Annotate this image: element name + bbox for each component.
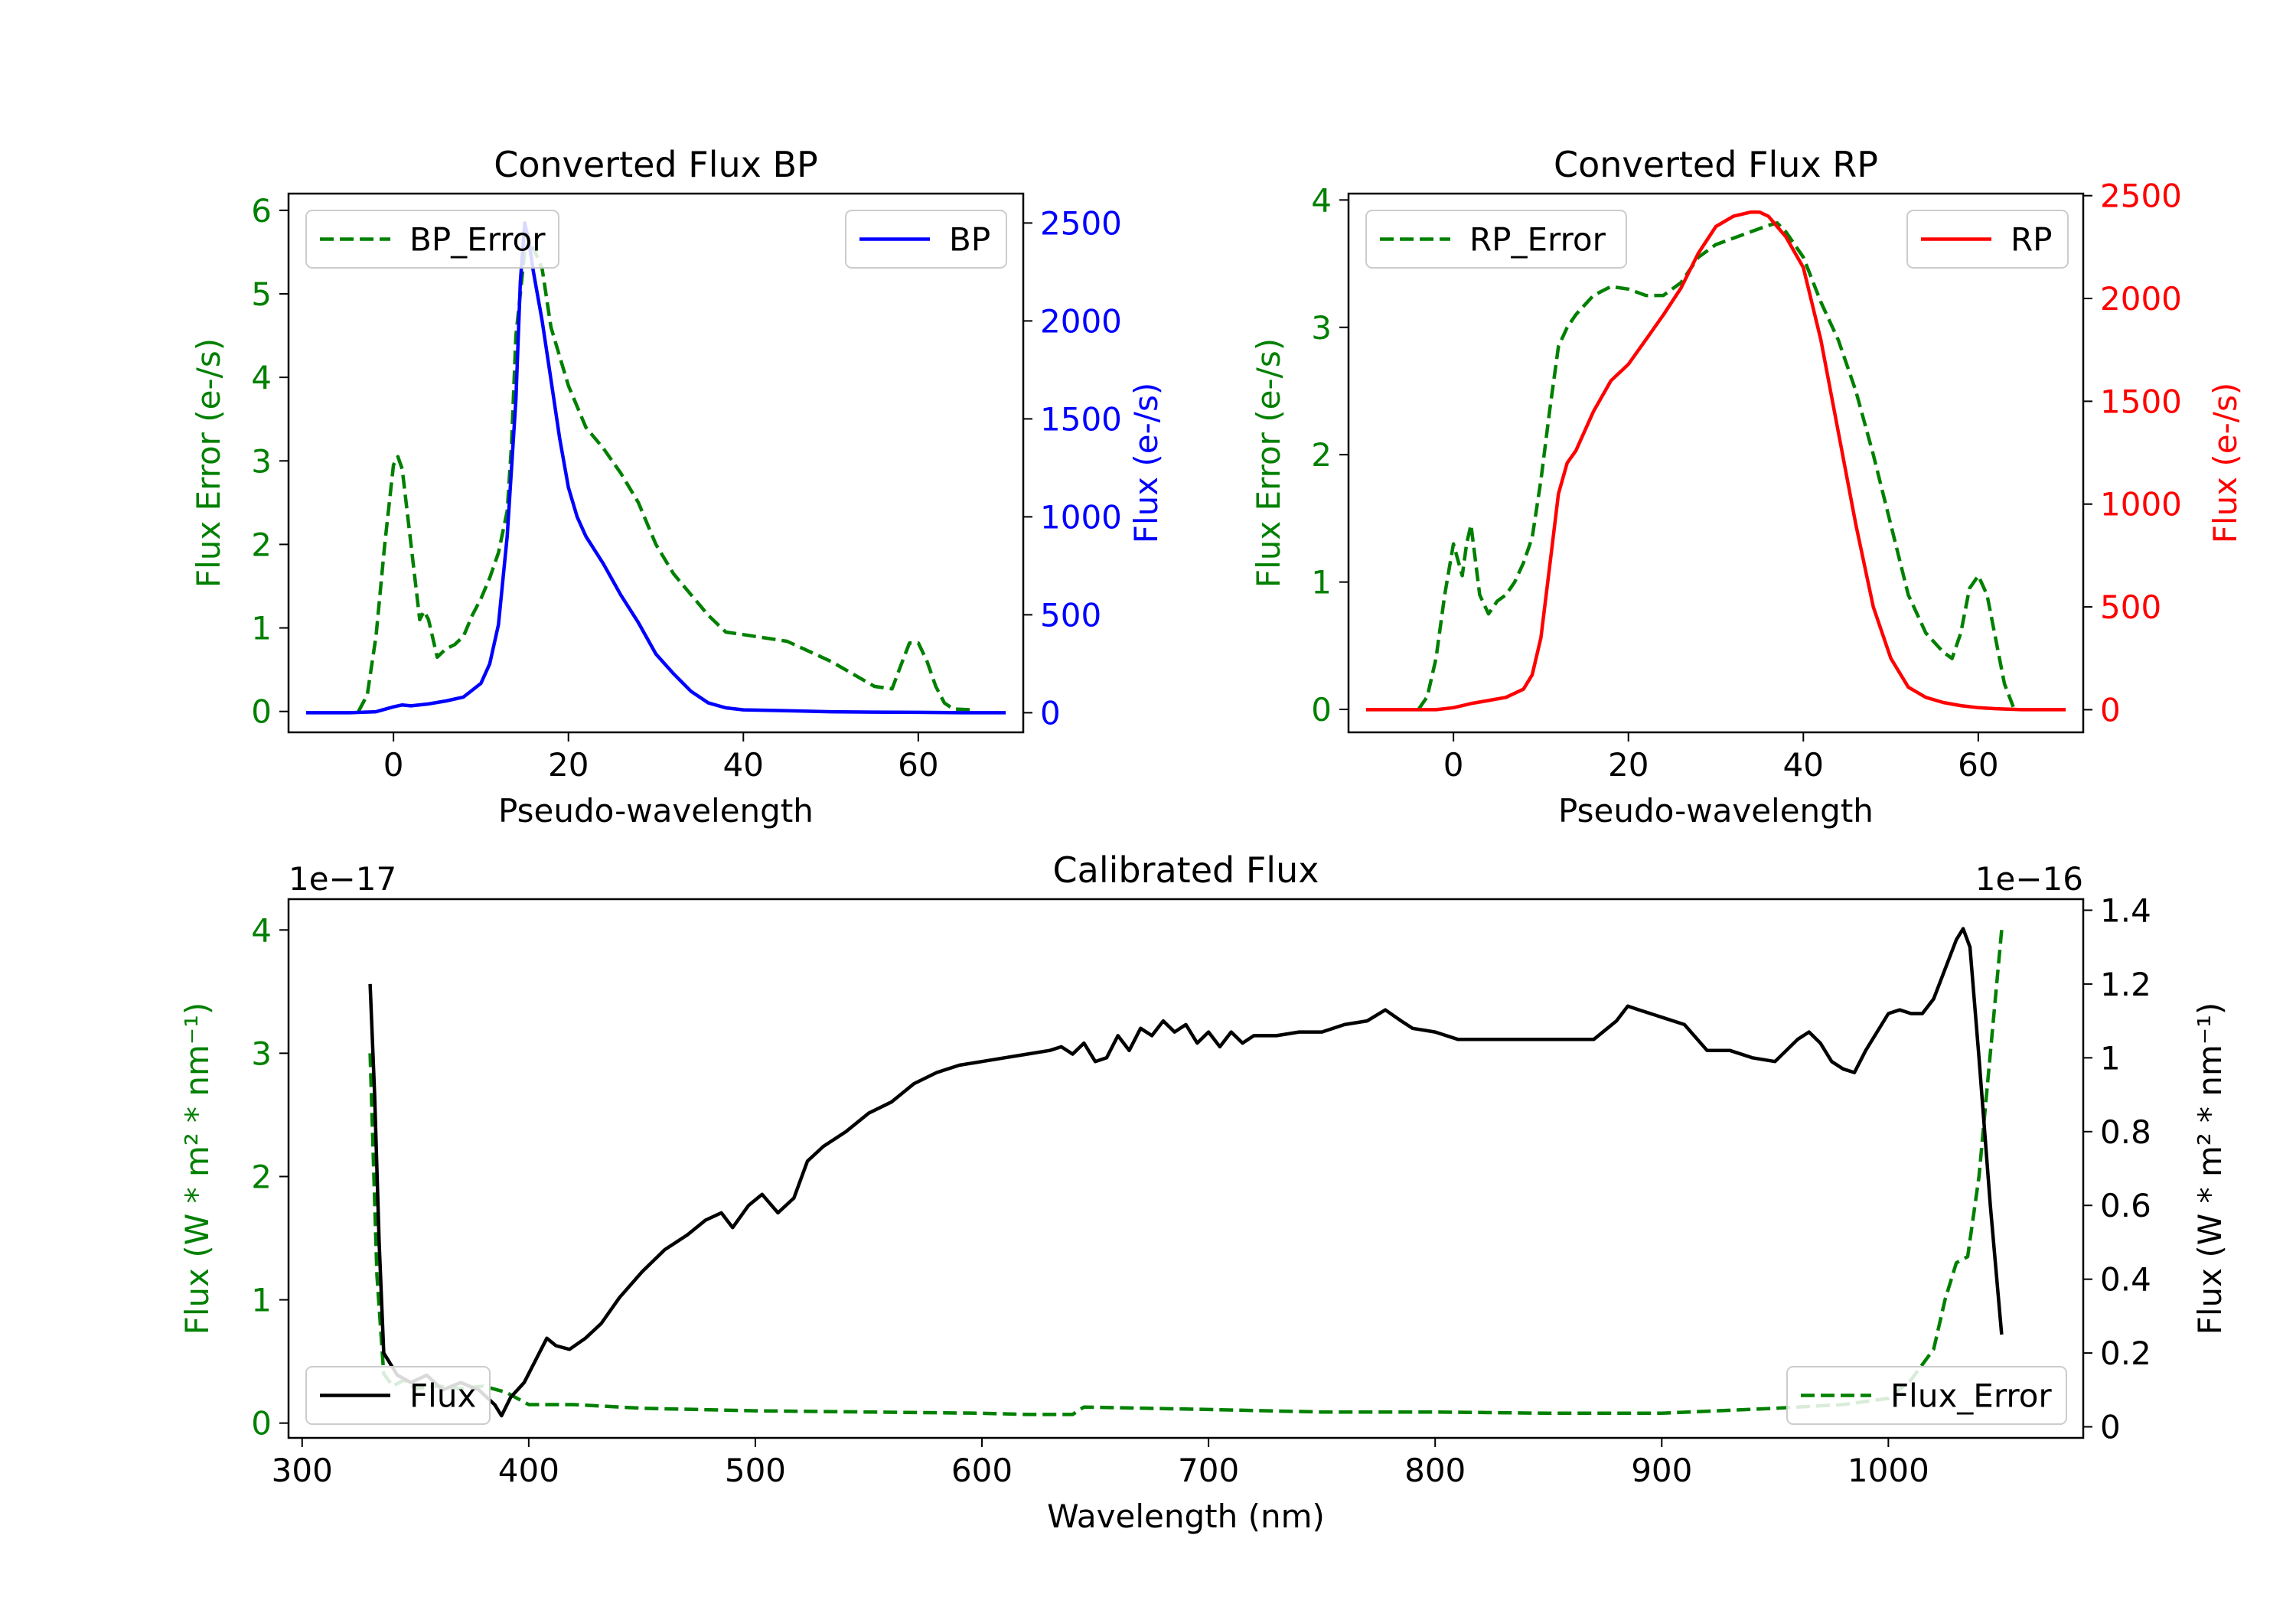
- y-right-tick-label: 500: [2100, 588, 2161, 626]
- x-tick-label: 800: [1404, 1452, 1466, 1489]
- x-tick-label: 700: [1178, 1452, 1239, 1489]
- y-left-tick-label: 1: [1311, 564, 1332, 601]
- legend-right: BP: [845, 210, 1007, 269]
- legend-label: Flux: [409, 1377, 476, 1415]
- y-left-tick-label: 4: [251, 911, 272, 949]
- legend-box: [305, 1366, 491, 1425]
- y-right-tick-label: 0.4: [2100, 1261, 2151, 1299]
- y-left-tick-label: 3: [251, 1035, 272, 1072]
- y-left-offset-text: 1e−17: [289, 860, 396, 898]
- y-right-tick-label: 2500: [2100, 178, 2182, 215]
- series-line-flux: [368, 927, 2004, 1418]
- y-right-tick-label: 1500: [1040, 400, 1122, 438]
- y-left-tick-label: 5: [251, 275, 272, 313]
- chart-title: Calibrated Flux: [1053, 849, 1319, 891]
- x-tick-label: 60: [1958, 746, 1998, 784]
- y-right-tick-label: 1.2: [2100, 966, 2151, 1003]
- legend-box: [305, 210, 559, 269]
- y-left-axis-label: Flux Error (e-/s): [1250, 338, 1287, 588]
- y-right-tick-label: 0: [2100, 691, 2121, 729]
- y-right-tick-label: 1: [2100, 1039, 2121, 1077]
- y-right-tick-label: 2000: [2100, 280, 2182, 318]
- y-left-axis-label: Flux (W * m² * nm⁻¹): [178, 1002, 216, 1335]
- y-left-tick-label: 1: [251, 1282, 272, 1319]
- x-tick-label: 0: [1443, 746, 1464, 784]
- plot-frame: [287, 192, 1025, 734]
- plot-frame: [287, 898, 2085, 1439]
- y-left-tick-label: 6: [251, 192, 272, 230]
- y-left-tick-label: 4: [1311, 181, 1332, 219]
- y-left-tick-label: 2: [1311, 436, 1332, 474]
- series-line-rp-error: [1417, 221, 2015, 711]
- y-right-tick-label: 1500: [2100, 383, 2182, 420]
- y-right-tick-label: 500: [1040, 596, 1101, 634]
- y-right-axis-label: Flux (e-/s): [1127, 383, 1165, 543]
- x-axis-label: Wavelength (nm): [1047, 1498, 1325, 1535]
- y-right-tick-label: 0.6: [2100, 1187, 2151, 1224]
- y-left-tick-label: 3: [1311, 309, 1332, 347]
- y-right-axis-label: Flux (e-/s): [2206, 383, 2244, 543]
- series-group: [305, 221, 1006, 715]
- x-tick-label: 0: [383, 746, 404, 784]
- plot-frame: [1347, 192, 2085, 734]
- x-axis-label: Pseudo-wavelength: [498, 792, 814, 830]
- y-right-tick-label: 2000: [1040, 302, 1122, 340]
- y-left-tick-label: 4: [251, 359, 272, 396]
- legend-left: BP_Error: [305, 210, 559, 269]
- chart-panel-2: Converted Flux RP0 20 40 60Pseudo-wavelengt…: [1250, 144, 2244, 830]
- y-right-axis-label: Flux (W * m² * nm⁻¹): [2191, 1002, 2229, 1335]
- legend-left: RP_Error: [1365, 210, 1627, 269]
- x-tick-label: 400: [498, 1452, 559, 1489]
- y-left-tick-label: 2: [251, 1158, 272, 1195]
- legend-box: [1786, 1366, 2067, 1425]
- y-right-tick-label: 1000: [1040, 498, 1122, 536]
- chart-title: Converted Flux RP: [1554, 144, 1878, 185]
- y-right-tick-label: 0.8: [2100, 1113, 2151, 1151]
- series-line-bp-error: [357, 246, 971, 712]
- legend-label: BP_Error: [409, 221, 546, 259]
- legend-label: RP_Error: [1469, 221, 1606, 259]
- legend-left: Flux: [305, 1366, 491, 1425]
- chart-panel-1: Converted Flux BP0 20 40 60Pseudo-wavelengt…: [190, 144, 1165, 830]
- x-tick-label: 20: [548, 746, 589, 784]
- x-tick-label: 60: [898, 746, 938, 784]
- y-right-tick-label: 2500: [1040, 204, 1122, 242]
- x-axis-label: Pseudo-wavelength: [1558, 792, 1874, 830]
- x-tick-label: 900: [1631, 1452, 1692, 1489]
- y-right-tick-label: 1000: [2100, 486, 2182, 523]
- y-left-tick-label: 0: [251, 1405, 272, 1442]
- x-tick-label: 20: [1608, 746, 1649, 784]
- y-right-tick-label: 1.4: [2100, 892, 2151, 929]
- legend-right: RP: [1906, 210, 2069, 269]
- x-tick-label: 1000: [1848, 1452, 1929, 1489]
- y-right-offset-text: 1e−16: [1975, 860, 2083, 898]
- x-tick-label: 40: [1783, 746, 1824, 784]
- series-group: [1365, 210, 2066, 712]
- y-left-tick-label: 3: [251, 442, 272, 480]
- legend-box: [1365, 210, 1627, 269]
- y-right-tick-label: 0.2: [2100, 1335, 2151, 1372]
- x-tick-label: 40: [723, 746, 764, 784]
- series-line-rp: [1365, 210, 2066, 712]
- y-left-tick-label: 1: [251, 610, 272, 647]
- series-line-flux-error: [368, 930, 2004, 1416]
- y-left-axis-label: Flux Error (e-/s): [190, 338, 227, 588]
- x-tick-label: 300: [272, 1452, 333, 1489]
- y-right-tick-label: 0: [1040, 694, 1061, 732]
- x-tick-label: 600: [951, 1452, 1013, 1489]
- legend-label: RP: [2011, 221, 2053, 259]
- series-line-bp: [305, 221, 1006, 715]
- chart-title: Converted Flux BP: [494, 144, 818, 185]
- x-tick-label: 500: [725, 1452, 786, 1489]
- y-left-tick-label: 0: [1311, 691, 1332, 729]
- y-left-tick-label: 2: [251, 526, 272, 563]
- legend-label: BP: [949, 221, 990, 259]
- series-group: [368, 927, 2004, 1418]
- y-right-tick-label: 0: [2100, 1409, 2121, 1446]
- legend-right: Flux_Error: [1786, 1366, 2067, 1425]
- legend-label: Flux_Error: [1890, 1377, 2052, 1415]
- y-left-tick-label: 0: [251, 693, 272, 731]
